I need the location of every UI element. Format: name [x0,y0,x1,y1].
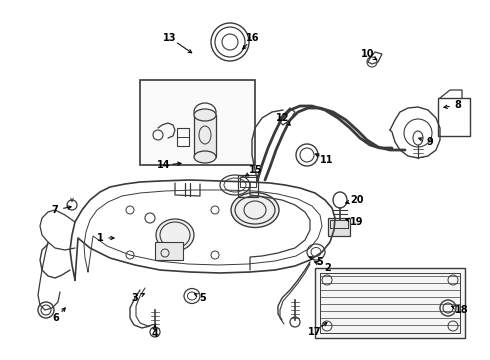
Text: 5: 5 [317,257,323,267]
Text: 7: 7 [51,205,58,215]
Bar [330,220,348,228]
Bar [240,177,256,187]
Text: 5: 5 [199,293,206,303]
Text: 9: 9 [427,137,433,147]
Text: 6: 6 [52,313,59,323]
Text: 13: 13 [163,33,177,43]
Text: 19: 19 [350,217,364,227]
Text: 16: 16 [246,33,260,43]
Text: 14: 14 [157,160,171,170]
Ellipse shape [156,219,194,251]
Bar [238,175,258,197]
Text: 15: 15 [249,165,263,175]
Text: 17: 17 [308,327,322,337]
Bar [315,268,465,338]
Ellipse shape [194,109,216,121]
Bar [320,273,460,333]
Bar [194,115,216,157]
Bar [438,98,470,136]
Bar [140,80,255,165]
Text: 8: 8 [455,100,462,110]
Text: 20: 20 [350,195,364,205]
Text: 18: 18 [455,305,469,315]
Text: 2: 2 [325,263,331,273]
Text: 4: 4 [151,329,158,339]
Text: 10: 10 [361,49,375,59]
Text: 3: 3 [132,293,138,303]
Ellipse shape [231,193,279,228]
Text: 12: 12 [276,113,290,123]
Bar [328,218,350,236]
Text: 1: 1 [97,233,103,243]
Bar [155,242,183,260]
Text: 11: 11 [320,155,334,165]
Ellipse shape [194,151,216,163]
Bar [177,128,189,146]
